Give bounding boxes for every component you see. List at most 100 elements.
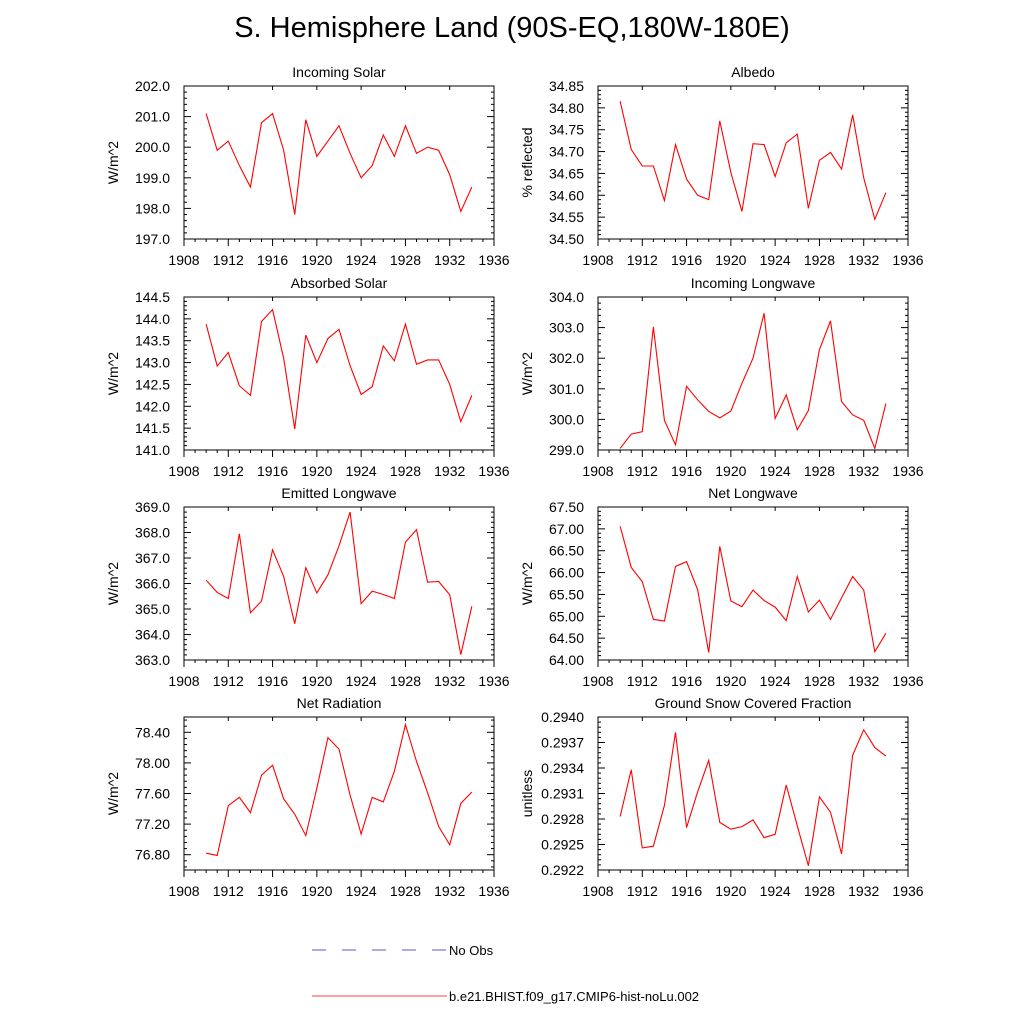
x-tick-label: 1908 (168, 883, 199, 899)
y-tick-label: 0.2937 (541, 735, 584, 751)
y-tick-label: 65.50 (549, 586, 584, 602)
x-tick-label: 1916 (257, 883, 288, 899)
x-tick-label: 1932 (848, 252, 879, 268)
x-tick-label: 1932 (848, 463, 879, 479)
x-tick-label: 1936 (892, 883, 923, 899)
figure-title: S. Hemisphere Land (90S-EQ,180W-180E) (234, 12, 790, 44)
y-tick-label: 0.2934 (541, 760, 584, 776)
x-tick-label: 1920 (715, 883, 746, 899)
x-tick-label: 1928 (390, 252, 421, 268)
x-tick-label: 1916 (671, 252, 702, 268)
x-tick-label: 1928 (804, 463, 835, 479)
panel-title: Absorbed Solar (291, 275, 388, 291)
y-tick-label: 34.85 (549, 78, 584, 94)
x-tick-label: 1936 (478, 252, 509, 268)
series-line-ground-snow-covered-fraction (619, 728, 887, 866)
panel-title: Albedo (731, 64, 775, 80)
y-tick-label: 0.2940 (541, 709, 584, 725)
x-tick-label: 1908 (168, 252, 199, 268)
panel-net-longwave: Net Longwave W/m^2 64.00 64.50 65.00 65.50 66.… (519, 485, 924, 689)
series-line-absorbed-solar (205, 308, 473, 430)
x-tick-label: 1912 (627, 252, 658, 268)
x-tick-label: 1916 (671, 883, 702, 899)
y-axis-label: W/m^2 (519, 352, 535, 395)
y-tick-label: 202.0 (135, 78, 170, 94)
y-tick-label: 78.00 (135, 755, 170, 771)
x-tick-label: 1924 (760, 883, 791, 899)
panel-title: Net Longwave (708, 485, 798, 501)
y-tick-label: 34.60 (549, 187, 584, 203)
y-tick-label: 67.00 (549, 521, 584, 537)
panel-title: Ground Snow Covered Fraction (655, 695, 852, 711)
panel-title: Emitted Longwave (281, 485, 396, 501)
x-tick-label: 1908 (168, 673, 199, 689)
y-tick-label: 364.0 (135, 627, 170, 643)
x-tick-label: 1916 (671, 463, 702, 479)
y-tick-label: 302.0 (549, 350, 584, 366)
x-tick-label: 1912 (213, 463, 244, 479)
y-tick-label: 367.0 (135, 550, 170, 566)
y-tick-label: 34.50 (549, 231, 584, 247)
x-tick-label: 1928 (390, 673, 421, 689)
y-tick-label: 200.0 (135, 139, 170, 155)
series-line-incoming-longwave (619, 313, 887, 451)
x-tick-label: 1924 (760, 673, 791, 689)
y-tick-label: 64.50 (549, 630, 584, 646)
y-tick-label: 144.5 (135, 289, 170, 305)
x-tick-label: 1936 (892, 463, 923, 479)
y-tick-label: 77.60 (135, 786, 170, 802)
panel-incoming-solar: Incoming Solar W/m^2 197.0 198.0 199.0 200.0 2… (105, 64, 510, 268)
panel-title: Incoming Solar (292, 64, 386, 80)
x-tick-label: 1920 (715, 463, 746, 479)
series-line-incoming-solar (205, 112, 473, 215)
plot-frame (597, 296, 909, 451)
y-tick-label: 143.5 (135, 333, 170, 349)
x-tick-label: 1916 (671, 673, 702, 689)
y-tick-label: 34.70 (549, 144, 584, 160)
x-tick-label: 1924 (346, 883, 377, 899)
y-tick-label: 144.0 (135, 311, 170, 327)
y-tick-label: 0.2928 (541, 811, 584, 827)
x-tick-label: 1920 (715, 252, 746, 268)
plot-frame (597, 506, 909, 661)
x-tick-label: 1932 (434, 883, 465, 899)
y-axis-label: % reflected (519, 127, 535, 197)
x-tick-label: 1924 (760, 252, 791, 268)
y-tick-label: 303.0 (549, 320, 584, 336)
y-tick-label: 142.0 (135, 398, 170, 414)
x-tick-label: 1908 (582, 673, 613, 689)
y-tick-label: 368.0 (135, 525, 170, 541)
y-tick-label: 300.0 (549, 411, 584, 427)
panel-title: Incoming Longwave (691, 275, 816, 291)
x-tick-label: 1924 (760, 463, 791, 479)
y-tick-label: 64.00 (549, 652, 584, 668)
y-tick-label: 34.80 (549, 100, 584, 116)
y-tick-label: 365.0 (135, 601, 170, 617)
y-tick-label: 199.0 (135, 170, 170, 186)
series-line-albedo (619, 101, 887, 222)
x-tick-label: 1932 (434, 252, 465, 268)
plot-frame (183, 716, 495, 871)
x-tick-label: 1928 (804, 883, 835, 899)
x-tick-label: 1936 (478, 673, 509, 689)
y-tick-label: 77.20 (135, 816, 170, 832)
x-tick-label: 1912 (213, 883, 244, 899)
x-tick-label: 1924 (346, 673, 377, 689)
y-tick-label: 143.0 (135, 355, 170, 371)
x-tick-label: 1920 (715, 673, 746, 689)
y-tick-label: 197.0 (135, 231, 170, 247)
y-tick-label: 67.50 (549, 499, 584, 515)
series-line-net-longwave (619, 526, 887, 654)
y-tick-label: 76.80 (135, 847, 170, 863)
panel-absorbed-solar: Absorbed Solar W/m^2 141.0 141.5 142.0 142.5 1… (105, 275, 510, 479)
legend-label-model: b.e21.BHIST.f09_g17.CMIP6-hist-noLu.002 (449, 989, 699, 1004)
x-tick-label: 1916 (257, 463, 288, 479)
y-axis-label: W/m^2 (105, 141, 121, 184)
panel-incoming-longwave: Incoming Longwave W/m^2 299.0 300.0 301.0 302… (519, 275, 924, 479)
plot-frame (183, 85, 495, 240)
y-tick-label: 0.2925 (541, 837, 584, 853)
y-axis-label: W/m^2 (105, 562, 121, 605)
x-tick-label: 1936 (478, 883, 509, 899)
x-tick-label: 1912 (627, 463, 658, 479)
y-tick-label: 142.5 (135, 376, 170, 392)
